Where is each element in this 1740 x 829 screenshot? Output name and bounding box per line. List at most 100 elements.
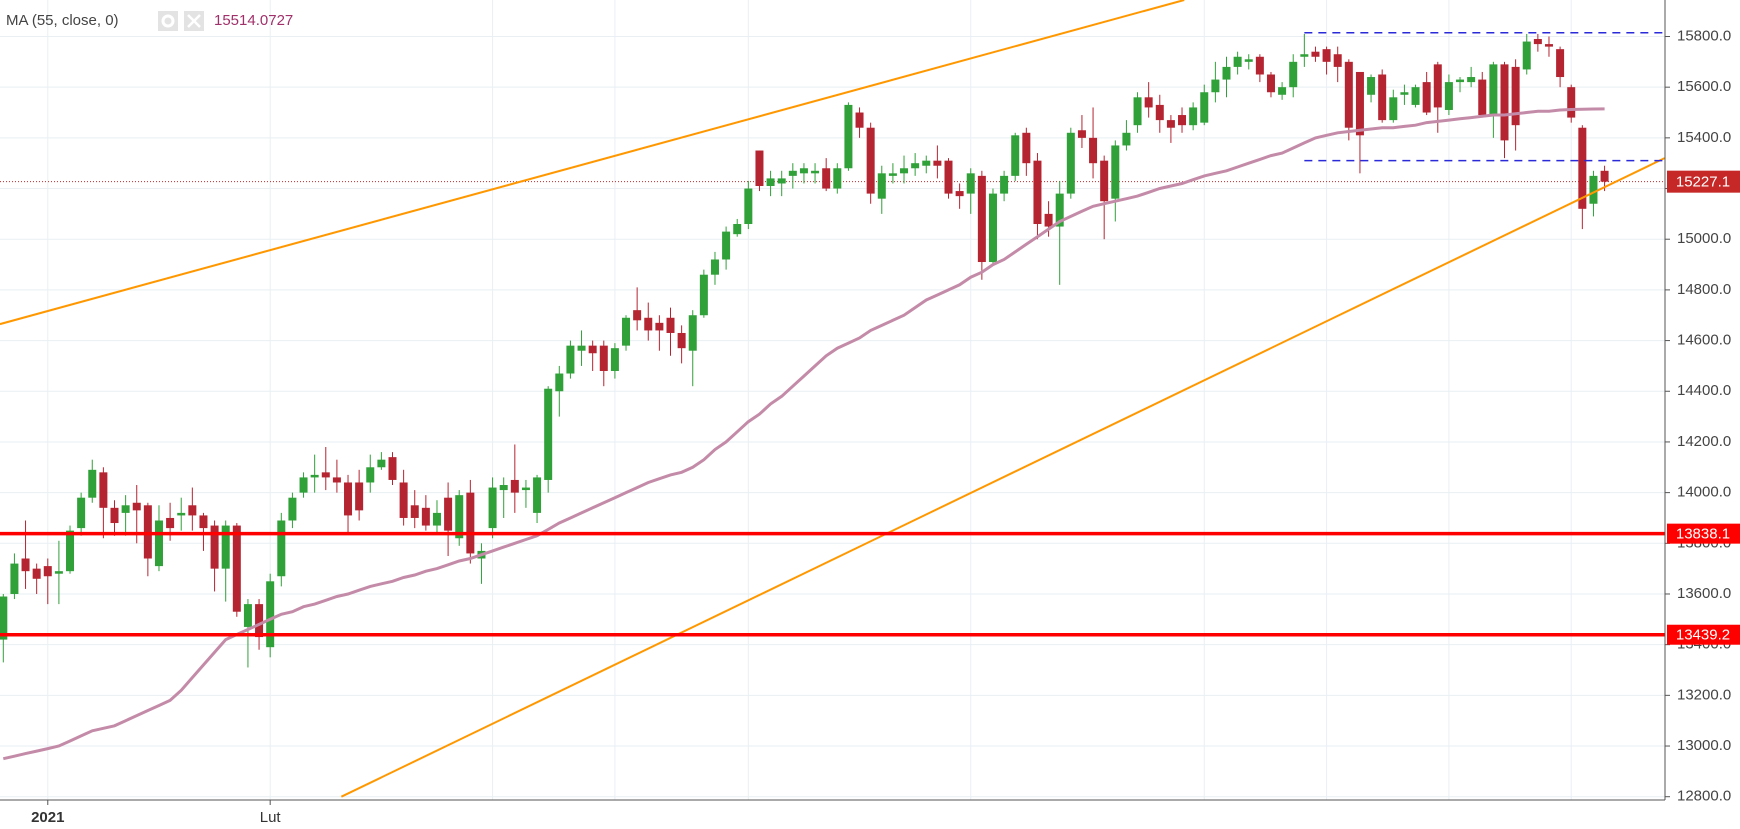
- candle-body: [1033, 160, 1042, 225]
- candle-body: [766, 178, 775, 186]
- ma-line: [2, 107, 1605, 761]
- candle-body: [1111, 145, 1120, 199]
- candle-body: [922, 160, 931, 166]
- candle-body: [421, 507, 430, 526]
- candle-body: [566, 345, 575, 374]
- candle-body: [21, 558, 30, 572]
- candle-body: [677, 332, 686, 349]
- candle-body: [655, 322, 664, 331]
- candle-body: [1433, 64, 1442, 108]
- candle-body: [1544, 44, 1553, 47]
- candle-body: [955, 191, 964, 197]
- grid: [0, 0, 1665, 800]
- candle-body: [510, 479, 519, 493]
- candle-body: [877, 173, 886, 199]
- y-tick-label: 15800.0: [1677, 27, 1731, 44]
- candle-body: [1389, 97, 1398, 121]
- candle-body: [1044, 213, 1053, 227]
- candle-body: [911, 163, 920, 169]
- candle-body: [88, 469, 97, 498]
- candle-body: [1600, 170, 1609, 182]
- candle-body: [811, 170, 820, 174]
- candle-body: [1467, 77, 1476, 83]
- candle-body: [1066, 132, 1075, 194]
- candle-body: [1278, 87, 1287, 95]
- indicator-value: 15514.0727: [214, 12, 293, 29]
- plot-area: [0, 0, 1665, 798]
- candle-body: [1456, 79, 1465, 83]
- settings-button[interactable]: [158, 11, 178, 31]
- candle-body: [177, 512, 186, 516]
- candle-body: [388, 457, 397, 480]
- candle-body: [1166, 120, 1175, 128]
- candle-body: [777, 178, 786, 184]
- candle-body: [1255, 56, 1264, 75]
- candle-body: [355, 482, 364, 511]
- candle-body: [299, 477, 308, 493]
- candle-body: [644, 317, 653, 331]
- candle-body: [888, 173, 897, 176]
- candle-body: [321, 472, 330, 478]
- candle-body: [1344, 61, 1353, 128]
- candle-body: [77, 497, 86, 529]
- y-tick-label: 13600.0: [1677, 585, 1731, 602]
- candle-body: [833, 168, 842, 189]
- candle-body: [1522, 41, 1531, 70]
- candle-body: [132, 502, 141, 511]
- candle-body: [1178, 115, 1187, 126]
- candle-body: [944, 160, 953, 194]
- level-label: 13838.1: [1676, 526, 1730, 543]
- candle-body: [1489, 64, 1498, 116]
- y-tick-label: 14600.0: [1677, 332, 1731, 349]
- candle-body: [1089, 137, 1098, 164]
- candle-body: [1511, 66, 1520, 126]
- candle-body: [210, 525, 219, 569]
- candle-body: [166, 517, 175, 529]
- x-tick-label: 2021: [31, 809, 64, 826]
- candle-body: [1233, 56, 1242, 67]
- candle-body: [10, 563, 19, 594]
- trendline: [340, 157, 1665, 798]
- candle-body: [866, 127, 875, 194]
- candle-body: [1333, 54, 1342, 67]
- candle-body: [688, 315, 697, 351]
- candle-body: [444, 497, 453, 531]
- candle-body: [1411, 87, 1420, 105]
- candle-body: [744, 188, 753, 225]
- candle-body: [466, 492, 475, 554]
- level-label-box: [1667, 523, 1740, 544]
- y-tick-label: 12800.0: [1677, 788, 1731, 805]
- y-tick-label: 14400.0: [1677, 382, 1731, 399]
- indicator-header: MA (55, close, 0) 15514.0727: [6, 11, 293, 31]
- candle-body: [288, 497, 297, 521]
- candle-body: [521, 487, 530, 491]
- candle-body: [332, 477, 341, 483]
- candle-body: [599, 345, 608, 371]
- candle-body: [43, 566, 52, 577]
- candle-body: [1055, 193, 1064, 227]
- candle-body: [577, 345, 586, 351]
- candle-body: [610, 348, 619, 371]
- candle-body: [933, 160, 942, 166]
- candle-body: [366, 467, 375, 483]
- candle-body: [844, 104, 853, 169]
- candle-body: [310, 474, 319, 478]
- candle-body: [1378, 74, 1387, 121]
- candle-body: [588, 345, 597, 354]
- candle-body: [66, 530, 75, 572]
- y-tick-label: 14800.0: [1677, 281, 1731, 298]
- candle-body: [377, 459, 386, 468]
- candle-body: [1022, 132, 1031, 164]
- candle-body: [722, 231, 731, 260]
- candle-body: [555, 373, 564, 392]
- candle-body: [488, 487, 497, 529]
- candle-body: [1444, 82, 1453, 110]
- candle-body: [399, 482, 408, 518]
- candle-body: [1244, 59, 1253, 62]
- candle-body: [232, 525, 241, 612]
- candle-body: [1311, 51, 1320, 57]
- candle-body: [1011, 135, 1020, 176]
- y-tick-label: 13000.0: [1677, 737, 1731, 754]
- candle-body: [544, 388, 553, 480]
